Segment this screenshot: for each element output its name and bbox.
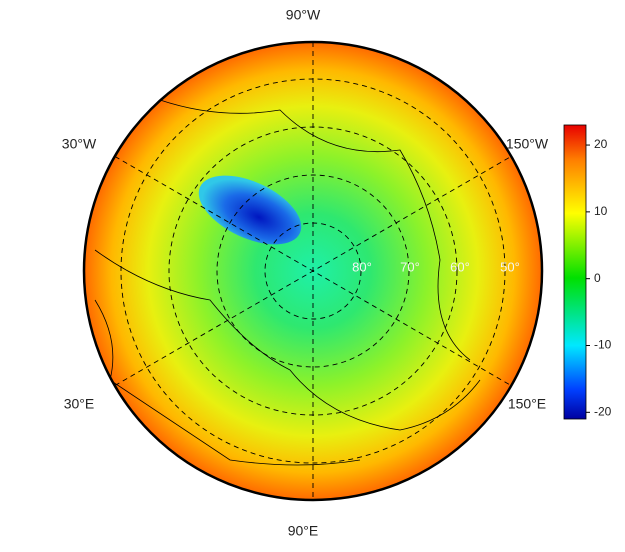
lon-label: 90°W	[286, 7, 321, 23]
colorbar-tick-label: 20	[594, 137, 608, 151]
lon-label: 150°W	[506, 136, 549, 152]
lat-label: 50°	[500, 259, 520, 274]
map-border	[82, 40, 544, 502]
colorbar-tick-label: 10	[594, 204, 608, 218]
lat-label: 70°	[400, 259, 420, 274]
lon-label: 90°E	[288, 523, 319, 539]
lat-label: 60°	[450, 259, 470, 274]
colorbar-tick-label: -10	[594, 338, 612, 352]
lat-label: 80°	[352, 259, 372, 274]
lon-label: 150°E	[508, 396, 546, 412]
lon-label: 30°E	[64, 396, 95, 412]
colorbar-tick-label: 0	[594, 271, 601, 285]
colorbar-tick-label: -20	[594, 404, 612, 418]
colorbar	[563, 124, 587, 420]
graticule	[114, 42, 512, 500]
greenland	[198, 175, 302, 245]
lon-label: 30°W	[62, 136, 97, 152]
